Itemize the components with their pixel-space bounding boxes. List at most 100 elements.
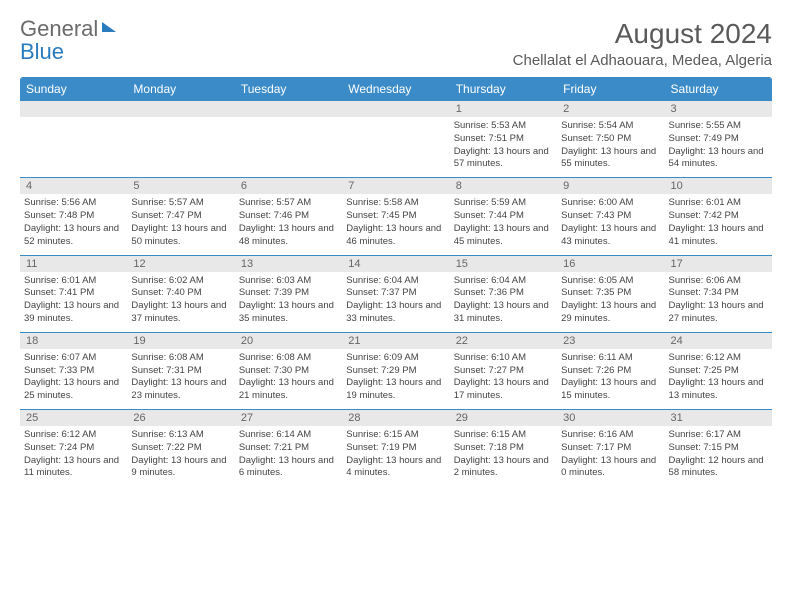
day-cell: 10Sunrise: 6:01 AMSunset: 7:42 PMDayligh…: [665, 178, 772, 255]
day-cell: 30Sunrise: 6:16 AMSunset: 7:17 PMDayligh…: [557, 410, 664, 487]
day-content: Sunrise: 6:02 AMSunset: 7:40 PMDaylight:…: [127, 272, 234, 332]
sunrise-line: Sunrise: 5:58 AM: [346, 197, 445, 210]
day-content-empty: [235, 117, 342, 177]
day-content: Sunrise: 5:56 AMSunset: 7:48 PMDaylight:…: [20, 194, 127, 254]
sunrise-line: Sunrise: 5:55 AM: [669, 120, 768, 133]
day-content: Sunrise: 6:17 AMSunset: 7:15 PMDaylight:…: [665, 426, 772, 486]
sunset-line: Sunset: 7:45 PM: [346, 210, 445, 223]
day-number: 28: [342, 410, 449, 426]
sunset-line: Sunset: 7:37 PM: [346, 287, 445, 300]
day-number: 5: [127, 178, 234, 194]
day-number: 16: [557, 256, 664, 272]
day-number: 24: [665, 333, 772, 349]
day-header-thu: Thursday: [450, 77, 557, 101]
daylight-line: Daylight: 13 hours and 43 minutes.: [561, 223, 660, 249]
logo-text-general: General: [20, 16, 98, 41]
sunset-line: Sunset: 7:41 PM: [24, 287, 123, 300]
daylight-line: Daylight: 13 hours and 55 minutes.: [561, 146, 660, 172]
daylight-line: Daylight: 13 hours and 50 minutes.: [131, 223, 230, 249]
day-number: 2: [557, 101, 664, 117]
week-row: 1Sunrise: 5:53 AMSunset: 7:51 PMDaylight…: [20, 101, 772, 178]
logo-text-blue: Blue: [20, 39, 64, 64]
sunset-line: Sunset: 7:31 PM: [131, 365, 230, 378]
day-cell: 1Sunrise: 5:53 AMSunset: 7:51 PMDaylight…: [450, 101, 557, 178]
daylight-line: Daylight: 13 hours and 9 minutes.: [131, 455, 230, 481]
day-content: Sunrise: 5:59 AMSunset: 7:44 PMDaylight:…: [450, 194, 557, 254]
day-number: 27: [235, 410, 342, 426]
day-cell: [127, 101, 234, 178]
sunrise-line: Sunrise: 6:04 AM: [346, 275, 445, 288]
sunrise-line: Sunrise: 5:54 AM: [561, 120, 660, 133]
day-number: 25: [20, 410, 127, 426]
sunrise-line: Sunrise: 6:00 AM: [561, 197, 660, 210]
sunset-line: Sunset: 7:46 PM: [239, 210, 338, 223]
day-header-fri: Friday: [557, 77, 664, 101]
daylight-line: Daylight: 13 hours and 33 minutes.: [346, 300, 445, 326]
day-cell: [342, 101, 449, 178]
sunrise-line: Sunrise: 6:02 AM: [131, 275, 230, 288]
day-content: Sunrise: 6:06 AMSunset: 7:34 PMDaylight:…: [665, 272, 772, 332]
day-number: 22: [450, 333, 557, 349]
title-block: August 2024 Chellalat el Adhaouara, Mede…: [513, 18, 772, 69]
day-number: [20, 101, 127, 117]
daylight-line: Daylight: 13 hours and 0 minutes.: [561, 455, 660, 481]
daylight-line: Daylight: 13 hours and 4 minutes.: [346, 455, 445, 481]
day-cell: 6Sunrise: 5:57 AMSunset: 7:46 PMDaylight…: [235, 178, 342, 255]
day-number: 17: [665, 256, 772, 272]
day-number: 26: [127, 410, 234, 426]
day-number: 6: [235, 178, 342, 194]
day-cell: [235, 101, 342, 178]
day-header-sun: Sunday: [20, 77, 127, 101]
daylight-line: Daylight: 13 hours and 52 minutes.: [24, 223, 123, 249]
day-number: 13: [235, 256, 342, 272]
day-content: Sunrise: 6:16 AMSunset: 7:17 PMDaylight:…: [557, 426, 664, 486]
day-number: 10: [665, 178, 772, 194]
daylight-line: Daylight: 13 hours and 35 minutes.: [239, 300, 338, 326]
day-cell: 7Sunrise: 5:58 AMSunset: 7:45 PMDaylight…: [342, 178, 449, 255]
day-content: Sunrise: 5:54 AMSunset: 7:50 PMDaylight:…: [557, 117, 664, 177]
header: General Blue August 2024 Chellalat el Ad…: [20, 18, 772, 69]
sunrise-line: Sunrise: 6:01 AM: [669, 197, 768, 210]
day-content-empty: [342, 117, 449, 177]
day-content: Sunrise: 6:12 AMSunset: 7:24 PMDaylight:…: [20, 426, 127, 486]
daylight-line: Daylight: 13 hours and 2 minutes.: [454, 455, 553, 481]
day-number: 11: [20, 256, 127, 272]
day-number: 4: [20, 178, 127, 194]
sunrise-line: Sunrise: 6:15 AM: [454, 429, 553, 442]
day-content: Sunrise: 6:08 AMSunset: 7:31 PMDaylight:…: [127, 349, 234, 409]
logo: General Blue: [20, 18, 116, 64]
sunset-line: Sunset: 7:34 PM: [669, 287, 768, 300]
day-content: Sunrise: 6:00 AMSunset: 7:43 PMDaylight:…: [557, 194, 664, 254]
day-cell: 24Sunrise: 6:12 AMSunset: 7:25 PMDayligh…: [665, 332, 772, 409]
day-number: 14: [342, 256, 449, 272]
day-content: Sunrise: 6:01 AMSunset: 7:42 PMDaylight:…: [665, 194, 772, 254]
calendar-table: Sunday Monday Tuesday Wednesday Thursday…: [20, 77, 772, 486]
daylight-line: Daylight: 13 hours and 45 minutes.: [454, 223, 553, 249]
sunset-line: Sunset: 7:39 PM: [239, 287, 338, 300]
day-cell: 15Sunrise: 6:04 AMSunset: 7:36 PMDayligh…: [450, 255, 557, 332]
location: Chellalat el Adhaouara, Medea, Algeria: [513, 52, 772, 69]
week-row: 18Sunrise: 6:07 AMSunset: 7:33 PMDayligh…: [20, 332, 772, 409]
day-number: [127, 101, 234, 117]
daylight-line: Daylight: 13 hours and 15 minutes.: [561, 377, 660, 403]
daylight-line: Daylight: 12 hours and 58 minutes.: [669, 455, 768, 481]
daylight-line: Daylight: 13 hours and 25 minutes.: [24, 377, 123, 403]
sunset-line: Sunset: 7:15 PM: [669, 442, 768, 455]
day-content: Sunrise: 5:58 AMSunset: 7:45 PMDaylight:…: [342, 194, 449, 254]
day-number: 9: [557, 178, 664, 194]
daylight-line: Daylight: 13 hours and 37 minutes.: [131, 300, 230, 326]
day-content: Sunrise: 5:53 AMSunset: 7:51 PMDaylight:…: [450, 117, 557, 177]
day-cell: 22Sunrise: 6:10 AMSunset: 7:27 PMDayligh…: [450, 332, 557, 409]
sunset-line: Sunset: 7:27 PM: [454, 365, 553, 378]
sunrise-line: Sunrise: 6:11 AM: [561, 352, 660, 365]
sunset-line: Sunset: 7:26 PM: [561, 365, 660, 378]
day-cell: 9Sunrise: 6:00 AMSunset: 7:43 PMDaylight…: [557, 178, 664, 255]
day-cell: 27Sunrise: 6:14 AMSunset: 7:21 PMDayligh…: [235, 410, 342, 487]
sunset-line: Sunset: 7:49 PM: [669, 133, 768, 146]
daylight-line: Daylight: 13 hours and 23 minutes.: [131, 377, 230, 403]
sunset-line: Sunset: 7:51 PM: [454, 133, 553, 146]
day-cell: 4Sunrise: 5:56 AMSunset: 7:48 PMDaylight…: [20, 178, 127, 255]
sunset-line: Sunset: 7:21 PM: [239, 442, 338, 455]
day-content: Sunrise: 6:13 AMSunset: 7:22 PMDaylight:…: [127, 426, 234, 486]
day-content: Sunrise: 6:08 AMSunset: 7:30 PMDaylight:…: [235, 349, 342, 409]
